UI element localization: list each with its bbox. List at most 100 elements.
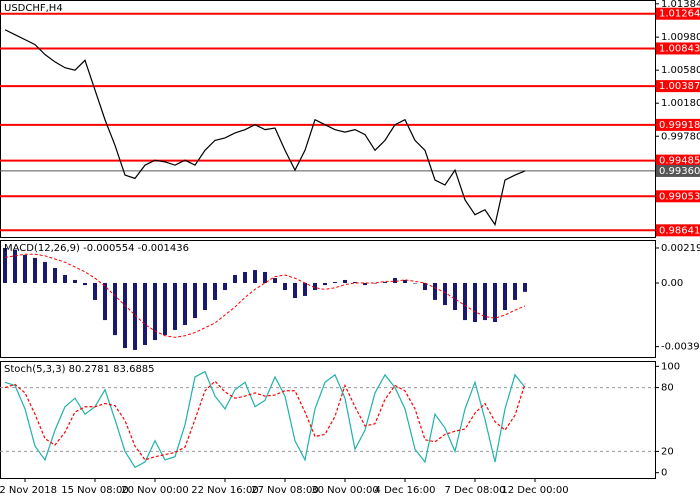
level-box bbox=[656, 190, 700, 203]
histogram-bar bbox=[283, 282, 287, 291]
histogram-bar bbox=[223, 282, 227, 291]
y-tick-label: 80 bbox=[661, 383, 674, 394]
level-box bbox=[656, 7, 700, 20]
y-tick-label: 100 bbox=[661, 361, 680, 372]
histogram-bar bbox=[313, 282, 317, 291]
histogram-bar bbox=[423, 282, 427, 291]
histogram-bar bbox=[53, 267, 57, 283]
histogram-bar bbox=[463, 282, 467, 321]
histogram-bar bbox=[393, 278, 397, 283]
y-tick-label: 0.00 bbox=[661, 278, 683, 289]
histogram-bar bbox=[523, 282, 527, 292]
current-price-box bbox=[656, 164, 700, 177]
histogram-bar bbox=[93, 282, 97, 300]
histogram-bar bbox=[133, 282, 137, 350]
histogram-bar bbox=[353, 282, 357, 283]
histogram-bar bbox=[23, 255, 27, 283]
histogram-bar bbox=[383, 282, 387, 283]
level-box bbox=[656, 42, 700, 55]
histogram-bar bbox=[213, 282, 217, 300]
histogram-bar bbox=[493, 282, 497, 322]
level-label: 0.99918 bbox=[659, 120, 700, 131]
y-tick-label: 0.00219 bbox=[661, 243, 700, 254]
histogram-bar bbox=[413, 282, 417, 284]
stoch-line bbox=[4, 380, 526, 461]
x-tick-label: 20 Nov 00:00 bbox=[121, 485, 188, 496]
x-tick-label: 15 Nov 08:00 bbox=[61, 485, 128, 496]
histogram-bar bbox=[263, 271, 267, 283]
y-tick-label: 20 bbox=[661, 446, 674, 457]
histogram-bar bbox=[113, 282, 117, 336]
y-tick-label: -0.003982 bbox=[661, 342, 700, 353]
level-box bbox=[656, 80, 700, 93]
histogram-bar bbox=[503, 282, 507, 311]
histogram-bar bbox=[273, 278, 277, 283]
y-tick-label: 0.99780 bbox=[661, 131, 700, 142]
histogram-bar bbox=[163, 282, 167, 336]
x-tick-label: 27 Nov 08:00 bbox=[251, 485, 318, 496]
x-tick-label: 22 Nov 16:00 bbox=[191, 485, 258, 496]
histogram-bar bbox=[483, 282, 487, 321]
histogram-bar bbox=[343, 279, 347, 283]
histogram-bar bbox=[33, 257, 37, 283]
current-price-label: 0.99360 bbox=[659, 166, 700, 177]
stoch-line bbox=[4, 370, 526, 469]
histogram-bar bbox=[403, 279, 407, 283]
histogram-bar bbox=[443, 282, 447, 306]
y-tick-label: 1.00980 bbox=[661, 32, 700, 43]
panel-title: MACD(12,26,9) -0.000554 -0.001436 bbox=[4, 243, 189, 254]
histogram-bar bbox=[373, 282, 377, 284]
panel-frame bbox=[0, 361, 656, 479]
histogram-bar bbox=[253, 270, 257, 283]
x-tick-label: 12 Nov 2018 bbox=[0, 485, 57, 496]
level-label: 1.00843 bbox=[659, 43, 700, 54]
x-tick-label: 7 Dec 08:00 bbox=[445, 485, 506, 496]
histogram-bar bbox=[203, 282, 207, 311]
level-box bbox=[656, 224, 700, 237]
level-box bbox=[656, 118, 700, 131]
histogram-bar bbox=[293, 282, 297, 299]
histogram-bar bbox=[73, 279, 77, 283]
histogram-bar bbox=[433, 282, 437, 300]
histogram-bar bbox=[233, 275, 237, 283]
histogram-bar bbox=[453, 282, 457, 311]
histogram-bar bbox=[3, 247, 7, 283]
histogram-bar bbox=[243, 271, 247, 283]
histogram-bar bbox=[473, 282, 477, 322]
panel-title: USDCHF,H4 bbox=[4, 3, 63, 14]
histogram-bar bbox=[153, 282, 157, 341]
histogram-bar bbox=[173, 282, 177, 330]
histogram-bar bbox=[193, 282, 197, 318]
panel-title: Stoch(5,3,3) 80.2781 83.6885 bbox=[4, 364, 155, 375]
x-tick-label: 4 Dec 16:00 bbox=[375, 485, 436, 496]
histogram-bar bbox=[123, 282, 127, 349]
histogram-bar bbox=[303, 282, 307, 296]
histogram-bar bbox=[63, 275, 67, 283]
level-label: 1.00387 bbox=[659, 81, 700, 92]
level-label: 0.99485 bbox=[659, 156, 700, 167]
histogram-bar bbox=[333, 282, 337, 283]
histogram-bar bbox=[143, 282, 147, 346]
level-box bbox=[656, 154, 700, 167]
y-tick-label: 1.01384 bbox=[661, 0, 700, 10]
histogram-bar bbox=[43, 262, 47, 283]
x-tick-label: 12 Dec 00:00 bbox=[501, 485, 568, 496]
histogram-bar bbox=[83, 282, 87, 286]
y-tick-label: 0 bbox=[661, 468, 667, 479]
histogram-bar bbox=[103, 282, 107, 321]
level-label: 0.99053 bbox=[659, 191, 700, 202]
histogram-bar bbox=[323, 282, 327, 286]
histogram-bar bbox=[513, 282, 517, 300]
level-label: 1.01264 bbox=[659, 9, 700, 20]
level-label: 0.98641 bbox=[659, 225, 700, 236]
signal-line bbox=[4, 253, 526, 338]
y-tick-label: 1.00180 bbox=[661, 98, 700, 109]
y-tick-label: 1.00580 bbox=[661, 65, 700, 76]
histogram-bar bbox=[183, 282, 187, 326]
histogram-bar bbox=[13, 249, 17, 283]
x-tick-label: 30 Nov 00:00 bbox=[311, 485, 378, 496]
price-line bbox=[4, 29, 526, 227]
histogram-bar bbox=[363, 282, 367, 286]
panel-frame bbox=[0, 240, 656, 358]
